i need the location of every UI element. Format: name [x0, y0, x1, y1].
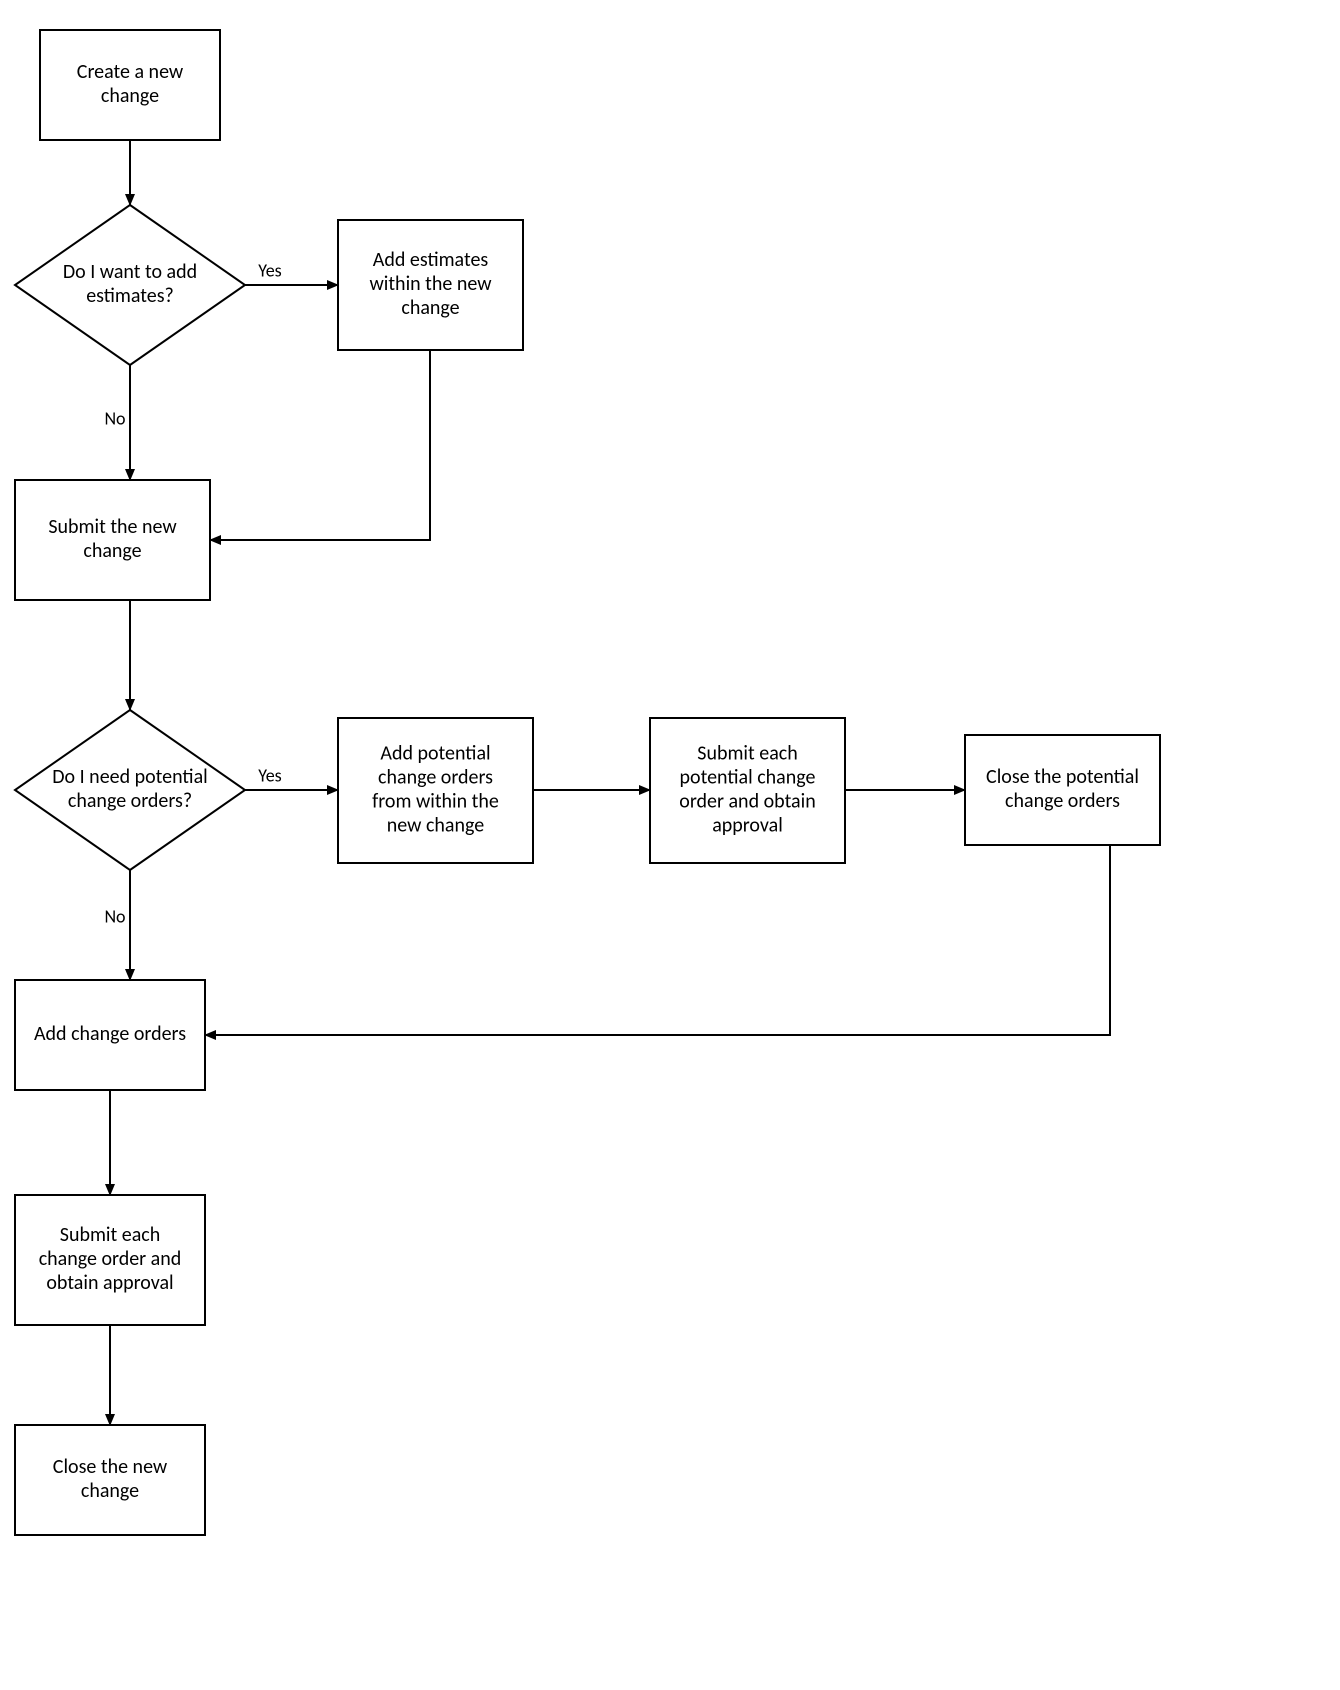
node-text-n2-line0: Add estimates — [373, 248, 489, 272]
node-text-n4-line2: from within the — [372, 789, 499, 813]
node-text-d2-line0: Do I need potential — [52, 765, 208, 789]
node-text-n2-line2: change — [401, 296, 459, 320]
edge-label-e7: No — [104, 905, 125, 927]
node-text-n9-line1: change — [81, 1479, 139, 1503]
node-text-n1-line0: Create a new — [77, 60, 184, 84]
node-text-n8-line2: obtain approval — [46, 1271, 173, 1295]
node-text-n8-line0: Submit each — [60, 1223, 161, 1247]
node-text-n6-line0: Close the potential — [986, 765, 1139, 789]
node-text-n1-line1: change — [101, 84, 159, 108]
node-text-n8-line1: change order and — [39, 1247, 182, 1271]
node-text-n4-line0: Add potential — [380, 741, 490, 765]
node-text-n4-line3: new change — [387, 813, 484, 837]
edge-label-e6: Yes — [258, 764, 281, 786]
edge-label-e2: Yes — [258, 259, 281, 281]
edge-label-e3: No — [104, 407, 125, 429]
node-text-n2-line1: within the new — [369, 272, 492, 296]
node-text-n5-line3: approval — [712, 813, 783, 837]
node-text-n4-line1: change orders — [378, 765, 493, 789]
node-text-d1-line1: estimates? — [86, 284, 174, 308]
node-text-n3-line1: change — [83, 539, 141, 563]
node-text-n5-line1: potential change — [680, 765, 816, 789]
node-text-d1-line0: Do I want to add — [63, 260, 197, 284]
node-text-n3-line0: Submit the new — [48, 515, 177, 539]
node-text-n6-line1: change orders — [1005, 789, 1120, 813]
edge-e4 — [210, 350, 430, 540]
node-text-n7-line0: Add change orders — [34, 1022, 186, 1046]
node-text-n9-line0: Close the new — [53, 1455, 168, 1479]
edge-e10 — [205, 845, 1110, 1035]
node-text-n5-line0: Submit each — [697, 741, 798, 765]
node-text-d2-line1: change orders? — [68, 789, 192, 813]
node-text-n5-line2: order and obtain — [679, 789, 815, 813]
flowchart-canvas: YesNoYesNoCreate a newchangeDo I want to… — [0, 0, 1340, 1690]
